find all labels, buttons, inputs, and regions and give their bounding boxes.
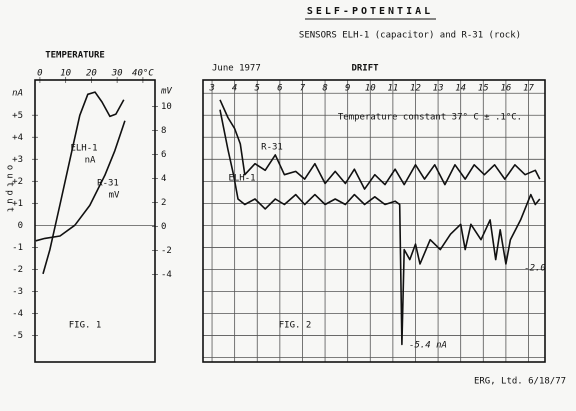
y-tick-label: -4: [12, 309, 23, 319]
x-tick-label: 14: [455, 84, 466, 94]
y2-tick-label: -4: [161, 270, 172, 280]
x-tick-label: 12: [410, 84, 421, 94]
annotation: -2.0: [524, 264, 546, 274]
series-label: ELH-1: [228, 174, 255, 184]
page-subtitle: SENSORS ELH-1 (capacitor) and R-31 (rock…: [299, 31, 521, 41]
y-tick-label: +2: [12, 177, 23, 187]
x-tick-label: 8: [322, 84, 327, 94]
x-tick-label: 6: [277, 84, 282, 94]
y-tick-label: -5: [12, 331, 23, 341]
y-unit: nA: [12, 89, 23, 99]
y2-tick-label: 8: [161, 126, 166, 136]
series-line: [219, 109, 541, 346]
y2-tick-label: 0: [161, 222, 166, 232]
x-tick-label: 9: [345, 84, 350, 94]
footer: ERG, Ltd. 6/18/77: [474, 377, 566, 387]
x-tick-label: 30: [111, 69, 123, 79]
series-unit: nA: [85, 156, 96, 166]
y-tick-label: +1: [12, 199, 23, 209]
x-tick-label: 16: [500, 84, 511, 94]
series-unit: mV: [109, 191, 120, 201]
y-tick-label: +4: [12, 133, 23, 143]
x-tick-label: 13: [433, 84, 444, 94]
x-tick-label: 15: [478, 84, 489, 94]
x-tick-label: 10: [365, 84, 376, 94]
series-label: ELH-1: [70, 144, 97, 154]
series-line: [219, 99, 541, 190]
annotation: -5.4 nA: [409, 341, 447, 351]
series-label: R-31: [261, 143, 283, 153]
x-tick-label: 17: [523, 84, 534, 94]
page-title: SELF-POTENTIAL: [307, 6, 433, 17]
note: Temperature constant 37° C ± .1°C.: [338, 113, 522, 123]
x-tick-label: 40°C: [132, 69, 154, 79]
x-tick-label: 11: [387, 84, 398, 94]
fig-caption: FIG. 2: [279, 321, 312, 331]
y-axis-label: output: [5, 165, 15, 216]
y2-tick-label: 2: [161, 198, 166, 208]
y2-tick-label: 6: [161, 150, 166, 160]
x-tick-label: 0: [37, 69, 42, 79]
y-tick-label: +5: [12, 111, 23, 121]
y-tick-label: -3: [12, 287, 23, 297]
y-tick-label: -2: [12, 265, 23, 275]
x-tick-label: 5: [255, 84, 260, 94]
y2-tick-label: 4: [161, 174, 166, 184]
x-axis-label: June 1977: [212, 64, 261, 74]
plot-frame: [202, 79, 546, 363]
x-tick-label: 10: [60, 69, 71, 79]
y-tick-label: 0: [18, 221, 23, 231]
chart-title: DRIFT: [351, 64, 379, 74]
plot-frame: [34, 79, 156, 363]
y2-tick-label: 10: [161, 102, 172, 112]
y-tick-label: +3: [12, 155, 23, 165]
chart-title: TEMPERATURE: [45, 51, 105, 61]
fig-caption: FIG. 1: [69, 321, 102, 331]
series-line: [35, 120, 126, 242]
y-tick-label: -1: [12, 243, 23, 253]
x-tick-label: 4: [232, 84, 237, 94]
y2-tick-label: -2: [161, 246, 172, 256]
series-line: [42, 91, 125, 275]
x-tick-label: 3: [208, 84, 214, 94]
x-tick-label: 7: [300, 84, 306, 94]
series-label: R-31: [97, 179, 119, 189]
x-tick-label: 20: [86, 69, 97, 79]
y2-unit: mV: [160, 87, 172, 97]
